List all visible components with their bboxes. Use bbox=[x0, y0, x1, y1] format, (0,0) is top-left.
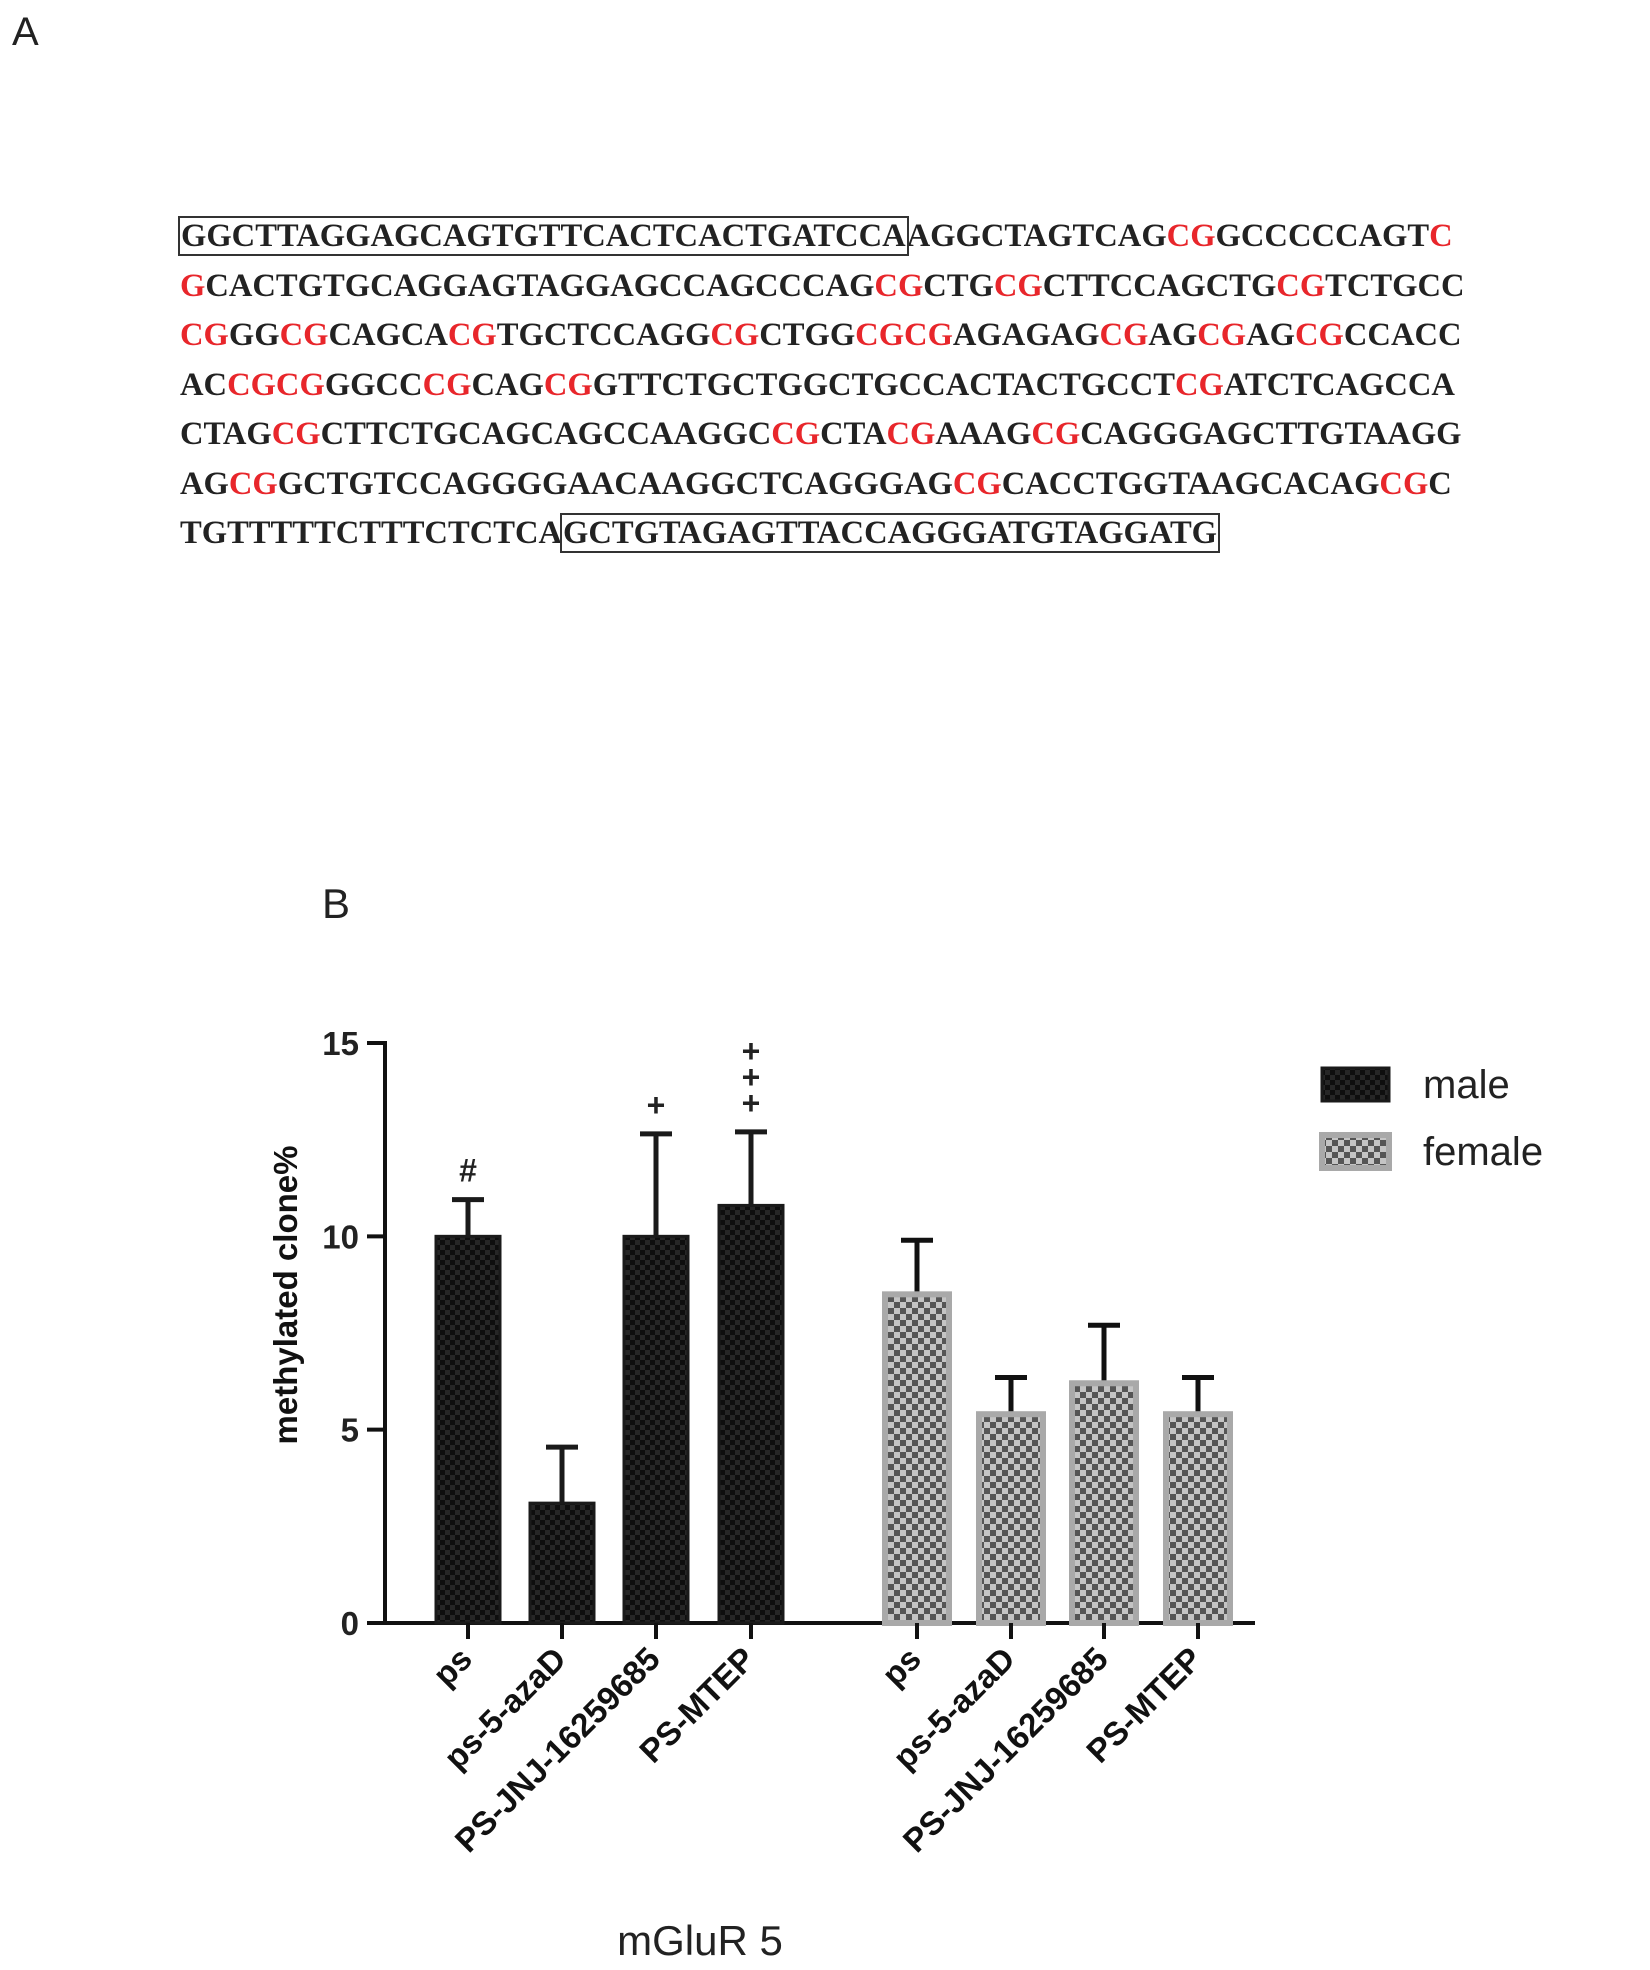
sequence-segment: CAGCA bbox=[328, 317, 448, 353]
sequence-segment: CTTCTGCAGCAGCCAAGGC bbox=[320, 416, 772, 452]
significance-marker: + bbox=[647, 1087, 666, 1123]
cpg-site: CG bbox=[447, 317, 497, 353]
legend-label: female bbox=[1423, 1130, 1543, 1174]
sequence-line: CTAGCGCTTCTGCAGCAGCCAAGGCCGCTACGAAAGCGCA… bbox=[180, 410, 1640, 460]
bar-male bbox=[434, 1234, 502, 1625]
cpg-site: C bbox=[1429, 218, 1453, 254]
cpg-site: CG bbox=[886, 416, 936, 452]
bar-male bbox=[622, 1234, 690, 1625]
y-tick-label: 5 bbox=[341, 1412, 359, 1449]
sequence-segment: CAG bbox=[471, 366, 544, 403]
sequence-segment: CCACC bbox=[1343, 317, 1462, 353]
cpg-site: CG bbox=[771, 416, 821, 452]
sequence-line: ACCGCGGGCCCGCAGCGGTTCTGCTGGCTGCCACTACTGC… bbox=[180, 361, 1640, 411]
legend-swatch-female bbox=[1319, 1132, 1392, 1171]
y-tick-label: 15 bbox=[322, 1025, 359, 1062]
sequence-segment: CTA bbox=[820, 416, 887, 452]
cpg-site: G bbox=[180, 267, 206, 304]
sequence-segment: AC bbox=[180, 366, 228, 403]
y-tick-label: 0 bbox=[341, 1605, 359, 1642]
cpg-site: CG bbox=[993, 267, 1043, 304]
bar-female bbox=[882, 1291, 952, 1627]
bar-male bbox=[528, 1501, 596, 1625]
sequence-line: TGTTTTTCTTTCTCTCAGCTGTAGAGTTACCAGGGATGTA… bbox=[180, 509, 1640, 559]
cpg-site: CG bbox=[1276, 267, 1326, 304]
sequence-segment: GCTGTCCAGGGGAACAAGGCTCAGGGAG bbox=[277, 465, 953, 502]
y-tick-label: 10 bbox=[322, 1218, 359, 1255]
significance-marker: + bbox=[742, 1059, 761, 1095]
sequence-line: GGCTTAGGAGCAGTGTTCACTCACTGATCCAAGGCTAGTC… bbox=[178, 212, 1640, 262]
cpg-site: CG bbox=[952, 465, 1002, 502]
cpg-site: CG bbox=[710, 317, 760, 353]
cpg-site: CG bbox=[180, 317, 229, 353]
sequence-segment: GTTCTGCTGGCTGCCACTACTGCCT bbox=[592, 366, 1175, 403]
sequence-segment: CTG bbox=[923, 267, 994, 304]
sequence-segment: CTAG bbox=[180, 416, 272, 452]
sequence-line: AGCGGCTGTCCAGGGGAACAAGGCTCAGGGAGCGCACCTG… bbox=[180, 460, 1640, 510]
bar-female bbox=[976, 1411, 1046, 1626]
sequence-segment: AGAGAG bbox=[952, 317, 1100, 353]
legend-swatch-male bbox=[1320, 1066, 1391, 1103]
x-tick-label: ps bbox=[875, 1640, 928, 1693]
sequence-segment: CTTCCAGCTG bbox=[1042, 267, 1277, 304]
cpg-site: CG bbox=[279, 317, 329, 353]
sequence-segment: CTGG bbox=[759, 317, 856, 353]
sequence-segment: CACCTGGTAAGCACAG bbox=[1001, 465, 1380, 502]
dna-sequence: GGCTTAGGAGCAGTGTTCACTCACTGATCCAAGGCTAGTC… bbox=[178, 212, 1640, 559]
panel-a-label: A bbox=[12, 10, 39, 54]
cpg-site: CG bbox=[1031, 416, 1081, 452]
primer-sequence: GGCTTAGGAGCAGTGTTCACTCACTGATCCA bbox=[178, 216, 909, 256]
sequence-segment: CAGGGAGCTTGTAAGG bbox=[1080, 416, 1462, 452]
cpg-site: CGCG bbox=[855, 317, 953, 353]
x-tick-label: ps bbox=[426, 1640, 479, 1693]
y-axis-title: methylated clone% bbox=[267, 1146, 304, 1445]
sequence-segment: AAAG bbox=[935, 416, 1032, 452]
sequence-segment: AGGCTAGTCAG bbox=[906, 218, 1167, 254]
bar-female bbox=[1069, 1380, 1139, 1627]
sequence-segment: C bbox=[1428, 465, 1452, 502]
sequence-line: CGGGCGCAGCACGTGCTCCAGGCGCTGGCGCGAGAGAGCG… bbox=[180, 311, 1640, 361]
cpg-site: CG bbox=[228, 465, 278, 502]
cpg-site: CG bbox=[874, 267, 924, 304]
sequence-segment: ATCTCAGCCA bbox=[1223, 366, 1455, 403]
cpg-site: CG bbox=[1197, 317, 1247, 353]
x-axis-title: mGluR 5 bbox=[617, 1917, 783, 1964]
legend-label: male bbox=[1423, 1063, 1510, 1107]
cpg-site: CG bbox=[1099, 317, 1149, 353]
cpg-site: CG bbox=[422, 366, 472, 403]
bar-female bbox=[1163, 1411, 1233, 1626]
cpg-site: CGCG bbox=[227, 366, 325, 403]
significance-marker: + bbox=[742, 1033, 761, 1069]
cpg-site: CG bbox=[1166, 218, 1216, 254]
cpg-site: CG bbox=[271, 416, 321, 452]
primer-sequence: GCTGTAGAGTTACCAGGGATGTAGGATG bbox=[559, 513, 1221, 553]
panel-b-label: B bbox=[322, 880, 351, 927]
cpg-site: CG bbox=[1379, 465, 1429, 502]
sequence-segment: TGCTCCAGG bbox=[496, 317, 711, 353]
sequence-segment: TCTGCC bbox=[1325, 267, 1465, 304]
significance-marker: # bbox=[459, 1153, 477, 1189]
sequence-segment: AG bbox=[180, 465, 229, 502]
bar-male bbox=[717, 1203, 785, 1625]
sequence-segment: GG bbox=[228, 317, 280, 353]
sequence-segment: CACTGTGCAGGAGTAGGAGCCAGCCCAG bbox=[205, 267, 875, 304]
significance-marker: + bbox=[742, 1085, 761, 1121]
cpg-site: CG bbox=[1295, 317, 1344, 353]
sequence-segment: GCCCCCAGT bbox=[1215, 218, 1430, 254]
sequence-segment: AG bbox=[1148, 317, 1198, 353]
sequence-segment: TGTTTTTCTTTCTCTCA bbox=[180, 515, 562, 551]
cpg-site: CG bbox=[1174, 366, 1224, 403]
sequence-segment: GGCC bbox=[324, 366, 423, 403]
sequence-segment: AG bbox=[1246, 317, 1296, 353]
sequence-line: GCACTGTGCAGGAGTAGGAGCCAGCCCAGCGCTGCGCTTC… bbox=[180, 262, 1640, 312]
cpg-site: CG bbox=[543, 366, 593, 403]
